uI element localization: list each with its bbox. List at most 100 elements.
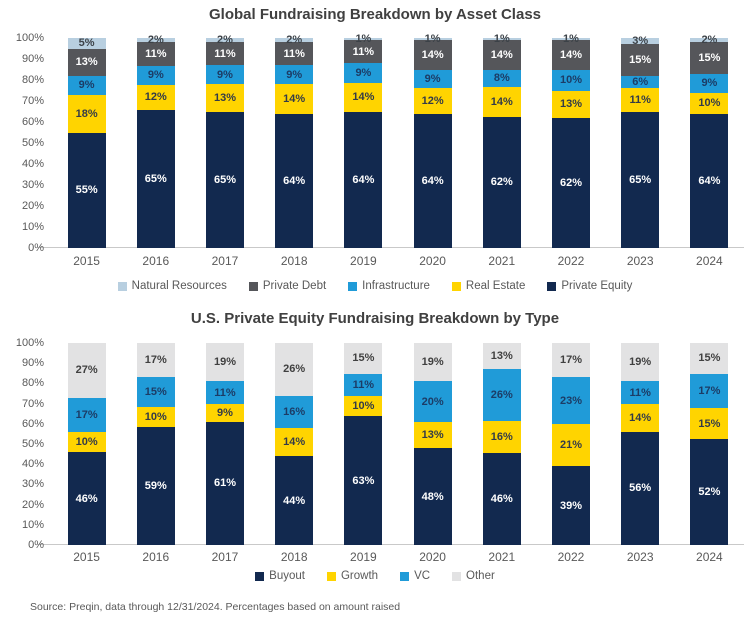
segment-value-label: 6% — [632, 76, 649, 89]
bar-column-2024: 52% 15% 17% 15% — [690, 343, 729, 545]
bar-segment-infrastructure: 9% — [344, 63, 383, 83]
x-axis-labels-us-pe-fundraising: 2015 2016 2017 2018 2019 2020 2021 2022 2023 2024 — [52, 550, 744, 566]
bar-segment-infrastructure: 9% — [67, 75, 106, 95]
legend-label: VC — [414, 570, 431, 582]
segment-value-label: 12% — [421, 95, 444, 108]
bar-segment-infrastructure: 8% — [482, 69, 521, 87]
x-axis-label: 2018 — [280, 254, 308, 268]
bar-segment-private-debt: 15% — [690, 42, 729, 74]
chart-title-global-fundraising: Global Fundraising Breakdown by Asset Cl… — [208, 6, 542, 23]
segment-value-label: 9% — [78, 79, 95, 92]
bar-segment-buyout: 46% — [67, 452, 106, 545]
legend-label: Private Equity — [561, 280, 633, 292]
bar-column-2024: 64% 10% 9% 15% 2% — [690, 34, 729, 248]
legend-item-growth: Growth — [326, 570, 378, 582]
bar-segment-other: 26% — [275, 343, 314, 396]
x-axis-line — [38, 544, 744, 545]
segment-value-label: 1% — [355, 33, 372, 46]
bar-segment-vc: 11% — [344, 373, 383, 397]
segment-value-label: 9% — [217, 68, 233, 81]
bar-segment-infrastructure: 9% — [206, 65, 244, 85]
segment-value-label: 64% — [698, 174, 721, 187]
bar-column-2023: 56% 14% 11% 19% — [621, 343, 660, 545]
segment-value-label: 14% — [421, 48, 444, 61]
segment-value-label: 1% — [563, 33, 579, 46]
segment-value-label: 65% — [144, 173, 167, 186]
segment-value-label: 64% — [352, 174, 375, 187]
segment-value-label: 11% — [214, 386, 236, 399]
bar-segment-private-equity: 65% — [206, 111, 244, 248]
legend-swatch — [451, 281, 461, 291]
x-axis-label: 2021 — [488, 550, 516, 564]
x-axis-labels-global-fundraising: 2015 2016 2017 2018 2019 2020 2021 2022 2023 2024 — [52, 254, 744, 270]
bar-segment-private-debt: 14% — [413, 40, 452, 70]
segment-value-label: 9% — [424, 72, 441, 85]
segment-value-label: 62% — [490, 176, 513, 189]
bar-segment-other: 19% — [206, 343, 244, 382]
segment-value-label: 46% — [75, 492, 98, 505]
bar-segment-real-estate: 14% — [344, 82, 383, 113]
y-tick-label: 60% — [21, 417, 44, 430]
bar-column-2018: 44% 14% 16% 26% — [275, 343, 314, 545]
bar-segment-buyout: 61% — [206, 421, 244, 545]
segment-value-label: 8% — [493, 72, 510, 85]
y-tick-label: 90% — [21, 53, 44, 65]
segment-value-label: 26% — [490, 389, 513, 401]
y-tick-label: 30% — [21, 478, 44, 491]
segment-value-label: 64% — [421, 174, 444, 187]
bar-segment-private-equity: 55% — [67, 132, 106, 248]
bar-column-2015: 55% 18% 9% 13% 5% — [67, 37, 106, 248]
y-tick-label: 100% — [15, 337, 44, 349]
y-tick-label: 70% — [21, 95, 44, 107]
bar-segment-natural-resources: 1% — [552, 33, 590, 45]
segment-value-label: 26% — [283, 363, 306, 376]
y-tick-label: 50% — [21, 137, 44, 149]
x-axis-label: 2019 — [350, 254, 377, 268]
bar-segment-private-equity: 62% — [482, 116, 521, 248]
segment-value-label: 15% — [352, 352, 375, 365]
bar-segment-private-equity: 64% — [690, 113, 729, 248]
legend-label: Buyout — [269, 570, 305, 582]
segment-value-label: 56% — [629, 482, 652, 495]
bar-segment-private-debt: 14% — [482, 40, 521, 70]
segment-value-label: 17% — [559, 354, 583, 367]
bar-segment-vc: 15% — [136, 377, 175, 407]
segment-value-label: 13% — [213, 91, 237, 104]
legend-label: Real Estate — [465, 280, 526, 292]
segment-value-label: 14% — [283, 435, 306, 448]
legend-swatch — [255, 571, 265, 581]
bar-segment-other: 17% — [136, 343, 175, 377]
bar-segment-growth: 16% — [482, 421, 521, 453]
segment-value-label: 17% — [698, 384, 721, 397]
bar-segment-real-estate: 13% — [552, 90, 590, 118]
segment-value-label: 16% — [283, 405, 306, 418]
y-tick-label: 0% — [28, 242, 44, 254]
bar-segment-natural-resources: 1% — [482, 33, 521, 45]
legend-label: Natural Resources — [131, 280, 227, 292]
bar-segment-buyout: 48% — [413, 448, 452, 545]
legend-label: Infrastructure — [362, 280, 430, 292]
segment-value-label: 61% — [213, 477, 237, 490]
segment-value-label: 64% — [283, 174, 306, 187]
bar-column-2019: 63% 10% 11% 15% — [344, 343, 383, 545]
x-axis-label: 2019 — [350, 550, 377, 564]
x-axis-label: 2023 — [626, 550, 654, 564]
y-tick-label: 0% — [28, 539, 44, 551]
y-tick-label: 90% — [21, 357, 44, 370]
bar-segment-other: 15% — [344, 343, 383, 374]
bar-segment-private-equity: 64% — [344, 112, 383, 248]
legend-swatch — [248, 281, 258, 291]
bar-segment-growth: 13% — [413, 421, 452, 449]
segment-value-label: 9% — [355, 67, 372, 79]
bar-segment-buyout: 39% — [552, 466, 590, 545]
bar-segment-natural-resources: 3% — [621, 35, 660, 47]
chart-title-us-pe-fundraising: U.S. Private Equity Fundraising Breakdow… — [190, 310, 560, 327]
bar-segment-other: 13% — [482, 343, 521, 369]
x-axis-label: 2020 — [419, 254, 446, 268]
segment-value-label: 17% — [144, 354, 167, 366]
segment-value-label: 44% — [283, 494, 306, 507]
bar-segment-infrastructure: 9% — [690, 73, 729, 93]
legend-item-infrastructure: Infrastructure — [348, 280, 430, 292]
bar-segment-vc: 20% — [413, 381, 452, 422]
segment-value-label: 46% — [490, 493, 513, 505]
